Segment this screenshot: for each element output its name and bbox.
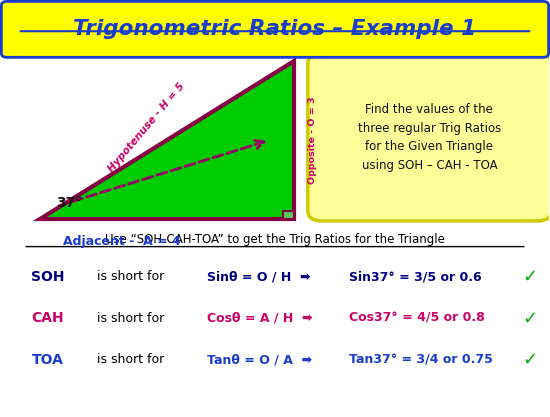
Text: Sin37° = 3/5 or 0.6: Sin37° = 3/5 or 0.6 xyxy=(349,270,481,283)
Text: CAH: CAH xyxy=(31,311,64,325)
Text: Cosθ = A / H  ➡: Cosθ = A / H ➡ xyxy=(207,312,312,325)
Text: ✓: ✓ xyxy=(522,268,537,286)
FancyBboxPatch shape xyxy=(2,1,548,57)
Polygon shape xyxy=(40,61,294,219)
Text: Tan37° = 3/4 or 0.75: Tan37° = 3/4 or 0.75 xyxy=(349,353,493,366)
Text: Tanθ = O / A  ➡: Tanθ = O / A ➡ xyxy=(207,353,312,366)
Text: is short for: is short for xyxy=(97,270,164,283)
Text: 37°: 37° xyxy=(56,196,82,210)
Text: ✓: ✓ xyxy=(522,309,537,327)
Text: Opposite - O = 3: Opposite - O = 3 xyxy=(308,96,317,184)
Bar xyxy=(283,211,294,219)
Text: Find the values of the
three regular Trig Ratios
for the Given Triangle
using SO: Find the values of the three regular Tri… xyxy=(358,103,501,171)
Text: Adjacent -  A = 4: Adjacent - A = 4 xyxy=(63,236,180,249)
Text: TOA: TOA xyxy=(31,353,63,367)
Text: SOH: SOH xyxy=(31,270,65,284)
Text: Cos37° = 4/5 or 0.8: Cos37° = 4/5 or 0.8 xyxy=(349,312,485,325)
Text: is short for: is short for xyxy=(97,312,164,325)
Text: ✓: ✓ xyxy=(522,351,537,369)
Text: Hypotenuse - H = 5: Hypotenuse - H = 5 xyxy=(106,81,186,174)
Text: Use “SOH-CAH-TOA” to get the Trig Ratios for the Triangle: Use “SOH-CAH-TOA” to get the Trig Ratios… xyxy=(105,233,445,246)
Text: Sinθ = O / H  ➡: Sinθ = O / H ➡ xyxy=(207,270,310,283)
Text: Trigonometric Ratios – Example 1: Trigonometric Ratios – Example 1 xyxy=(74,19,476,39)
FancyBboxPatch shape xyxy=(308,53,550,221)
Text: is short for: is short for xyxy=(97,353,164,366)
